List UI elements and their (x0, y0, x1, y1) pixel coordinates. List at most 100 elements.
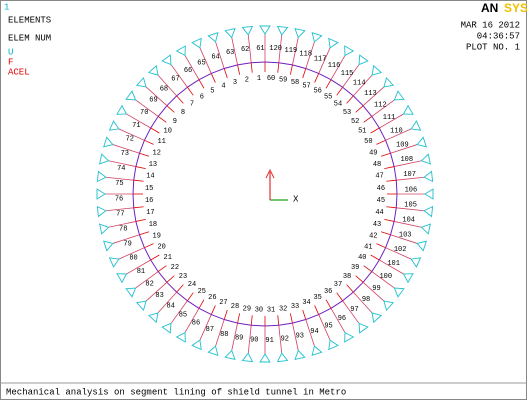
element-number: 7 (190, 101, 194, 109)
element-number: 51 (358, 128, 366, 136)
spring-number: 120 (269, 45, 282, 53)
spring-number: 75 (115, 180, 123, 188)
spring-number: 82 (145, 280, 153, 288)
element-number: 19 (153, 232, 161, 240)
spring-number: 77 (116, 211, 124, 219)
spring-number: 92 (281, 335, 289, 343)
spring-number: 70 (140, 109, 148, 117)
logo-light: SYS (504, 1, 527, 15)
window-number: 1 (4, 2, 9, 12)
element-number: 3 (233, 79, 237, 87)
spring-number: 116 (328, 62, 341, 70)
spring-number: 76 (115, 195, 123, 203)
spring-number: 84 (167, 302, 175, 310)
spring-number: 94 (310, 328, 318, 336)
element-number: 5 (210, 87, 214, 95)
numbering: ELEM NUM (8, 33, 51, 43)
element-number: 9 (173, 118, 177, 126)
element-number: 12 (153, 149, 161, 157)
spring-number: 107 (403, 171, 416, 179)
element-number: 56 (313, 87, 321, 95)
legend-acel: ACEL (8, 67, 30, 77)
spring-number: 118 (299, 51, 312, 59)
time: 04:36:57 (477, 31, 520, 41)
element-number: 52 (351, 118, 359, 126)
element-number: 48 (373, 161, 381, 169)
element-number: 46 (377, 185, 385, 193)
spring-number: 101 (387, 260, 400, 268)
element-number: 30 (255, 307, 263, 315)
element-number: 45 (377, 197, 385, 205)
element-number: 26 (208, 294, 216, 302)
element-number: 47 (375, 173, 383, 181)
spring-number: 106 (405, 186, 418, 194)
spring-number: 62 (241, 46, 249, 54)
element-number: 24 (188, 281, 196, 289)
element-number: 14 (146, 173, 154, 181)
element-number: 35 (313, 294, 321, 302)
element-number: 59 (279, 76, 287, 84)
element-number: 28 (231, 303, 239, 311)
element-number: 44 (375, 209, 383, 217)
spring-number: 104 (402, 217, 415, 225)
element-number: 2 (245, 76, 249, 84)
legend-f: F (8, 57, 13, 67)
spring-number: 69 (149, 97, 157, 105)
spring-number: 66 (184, 67, 192, 75)
spring-number: 61 (256, 45, 264, 53)
element-number: 43 (373, 221, 381, 229)
element-number: 40 (358, 254, 366, 262)
spring-number: 80 (129, 254, 137, 262)
spring-number: 68 (160, 85, 168, 93)
spring-number: 102 (394, 246, 407, 254)
element-number: 34 (302, 299, 310, 307)
caption: Mechanical analysis on segment lining of… (6, 387, 346, 397)
spring-number: 119 (285, 47, 298, 55)
element-number: 38 (343, 273, 351, 281)
element-number: 53 (343, 109, 351, 117)
spring-number: 64 (211, 53, 219, 61)
element-number: 39 (351, 264, 359, 272)
element-number: 60 (267, 75, 275, 83)
spring-number: 63 (226, 49, 234, 57)
element-number: 41 (364, 244, 372, 252)
spring-number: 109 (396, 141, 409, 149)
spring-number: 114 (353, 79, 366, 87)
element-number: 20 (157, 244, 165, 252)
spring-number: 83 (155, 292, 163, 300)
spring-number: 108 (400, 156, 413, 164)
spring-number: 100 (379, 273, 392, 281)
element-number: 27 (219, 299, 227, 307)
spring-number: 87 (206, 326, 214, 334)
spring-number: 86 (192, 320, 200, 328)
date: MAR 16 2012 (461, 20, 520, 30)
spring-number: 81 (137, 268, 145, 276)
element-number: 32 (279, 305, 287, 313)
plot-number: PLOT NO. 1 (466, 42, 520, 52)
element-number: 37 (334, 281, 342, 289)
element-number: 25 (198, 288, 206, 296)
element-number: 15 (145, 185, 153, 193)
element-number: 58 (291, 79, 299, 87)
element-number: 13 (149, 161, 157, 169)
element-number: 1 (257, 75, 261, 83)
spring-number: 71 (132, 122, 140, 130)
legend-u: U (8, 47, 13, 57)
element-number: 6 (200, 94, 204, 102)
spring-number: 74 (117, 165, 125, 173)
element-number: 49 (369, 149, 377, 157)
spring-number: 112 (374, 101, 387, 109)
element-number: 10 (164, 128, 172, 136)
element-number: 31 (267, 307, 275, 315)
spring-number: 103 (399, 232, 412, 240)
spring-number: 65 (197, 59, 205, 67)
element-number: 22 (171, 264, 179, 272)
spring-number: 105 (404, 202, 417, 210)
element-number: 29 (243, 305, 251, 313)
spring-number: 117 (314, 56, 327, 64)
element-number: 17 (146, 209, 154, 217)
spring-number: 113 (364, 90, 377, 98)
spring-number: 97 (350, 306, 358, 314)
element-number: 50 (364, 138, 372, 146)
spring-number: 90 (250, 336, 258, 344)
